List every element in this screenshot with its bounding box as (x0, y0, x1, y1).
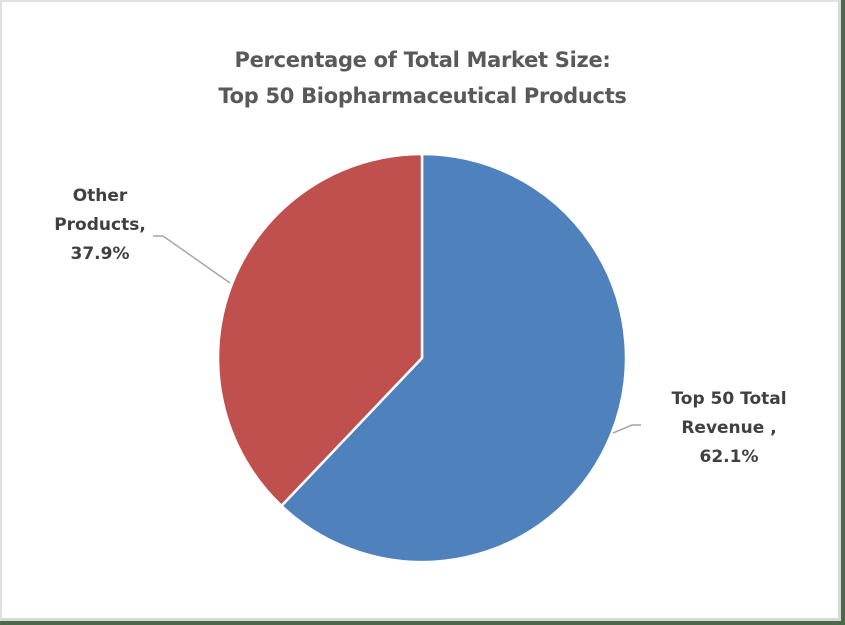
leader-line-other (153, 235, 231, 284)
pie-slice-other (216, 152, 424, 508)
leader-line-top50 (612, 424, 641, 434)
data-label-value: 62.1% (699, 447, 759, 467)
chart-title-line-2: Top 50 Biopharmaceutical Products (218, 84, 627, 108)
data-label-value: 37.9% (70, 244, 130, 264)
data-label-line: Other (72, 186, 128, 206)
data-label-other: Other Products, 37.9% (30, 182, 170, 269)
data-label-line: Revenue , (681, 418, 777, 438)
pie-slice-top50 (280, 152, 628, 564)
data-label-line: Top 50 Total (671, 389, 787, 409)
data-label-top50: Top 50 Total Revenue , 62.1% (654, 385, 804, 472)
chart-title-line-1: Percentage of Total Market Size: (234, 48, 611, 72)
data-label-line: Products, (54, 215, 146, 235)
